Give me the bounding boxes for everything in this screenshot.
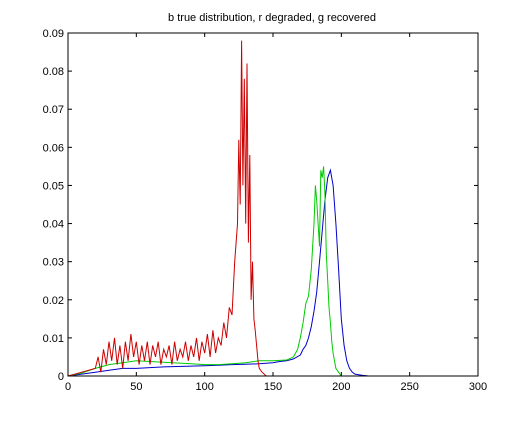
axes: 0 50 100 150 200 250 300 0 0.01 0.02 0.03 0.04 0.05 0…: [43, 28, 488, 393]
series-line-2: [67, 40, 478, 377]
y-tick-label: 0.05: [43, 180, 64, 192]
y-tick-label: 0.09: [43, 28, 64, 40]
chart-title: b true distribution, r degraded, g recov…: [168, 12, 376, 24]
x-tick-label: 150: [264, 381, 282, 393]
y-tick-label: 0.02: [43, 295, 64, 307]
x-tick-label: 250: [400, 381, 418, 393]
y-tick-label: 0.06: [43, 142, 64, 154]
x-tick-label: 0: [65, 381, 71, 393]
y-tick-label: 0: [58, 371, 64, 383]
y-tick-label: 0.04: [43, 219, 64, 231]
plot-area: [67, 40, 478, 377]
series-line-0: [67, 168, 478, 377]
x-tick-label: 300: [469, 381, 487, 393]
y-tick-label: 0.03: [43, 257, 64, 269]
y-tick-label: 0.08: [43, 66, 64, 78]
y-tick-label: 0.01: [43, 333, 64, 345]
series-line-1: [67, 166, 478, 377]
x-tick-label: 100: [195, 381, 213, 393]
x-tick-label: 200: [332, 381, 350, 393]
x-tick-label: 50: [130, 381, 142, 393]
y-tick-label: 0.07: [43, 104, 64, 116]
